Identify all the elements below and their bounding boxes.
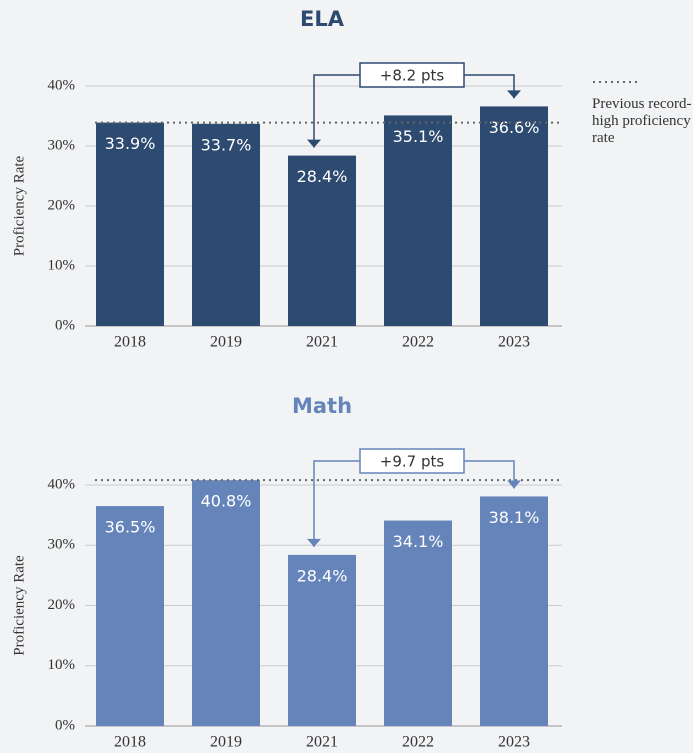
y-tick-label: 40% [48,77,76,93]
y-tick-label: 10% [48,257,76,273]
bar [192,123,260,326]
data-label: 33.9% [105,134,156,153]
x-tick-label: 2021 [306,734,338,751]
bar [480,496,548,726]
bar [96,506,164,726]
y-tick-label: 20% [48,197,76,213]
annotation-text: +8.2 pts [380,67,445,85]
y-tick-label: 10% [48,657,76,673]
y-tick-label: 40% [48,476,76,492]
data-label: 28.4% [297,566,348,585]
chart-title: ELA [300,7,345,31]
x-tick-label: 2018 [114,734,146,751]
x-tick-label: 2019 [210,334,242,351]
bar [288,155,356,326]
bar [96,122,164,326]
y-axis-label: Proficiency Rate [11,155,27,256]
reference-label: Previous record-high proficiency rate [592,96,692,146]
y-tick-label: 30% [48,537,76,553]
x-tick-label: 2018 [114,334,146,351]
x-tick-label: 2022 [402,734,434,751]
annotation-box [359,448,465,474]
data-label: 35.1% [393,127,444,146]
bar [288,554,356,726]
bar [480,106,548,327]
arrowhead [507,480,521,489]
y-tick-label: 0% [55,317,75,333]
data-label: 36.5% [105,518,156,537]
y-axis-label: Proficiency Rate [11,555,27,656]
x-tick-label: 2022 [402,334,434,351]
x-tick-label: 2023 [498,734,530,751]
bar [192,480,260,726]
arrowhead [507,90,521,99]
data-label: 33.7% [201,135,252,154]
data-label: 38.1% [489,508,540,527]
bar [384,115,452,327]
data-label: 28.4% [297,167,348,186]
bar [384,520,452,726]
annotation-box [359,62,465,88]
arrowhead [307,538,321,547]
data-label: 34.1% [393,532,444,551]
x-tick-label: 2019 [210,734,242,751]
y-tick-label: 0% [55,717,75,733]
chart-title: Math [292,394,352,418]
arrowhead [307,139,321,148]
data-label: 40.8% [201,492,252,511]
y-tick-label: 20% [48,597,76,613]
y-tick-label: 30% [48,137,76,153]
x-tick-label: 2021 [306,334,338,351]
annotation-text: +9.7 pts [380,453,445,471]
x-tick-label: 2023 [498,334,530,351]
data-label: 36.6% [489,118,540,137]
